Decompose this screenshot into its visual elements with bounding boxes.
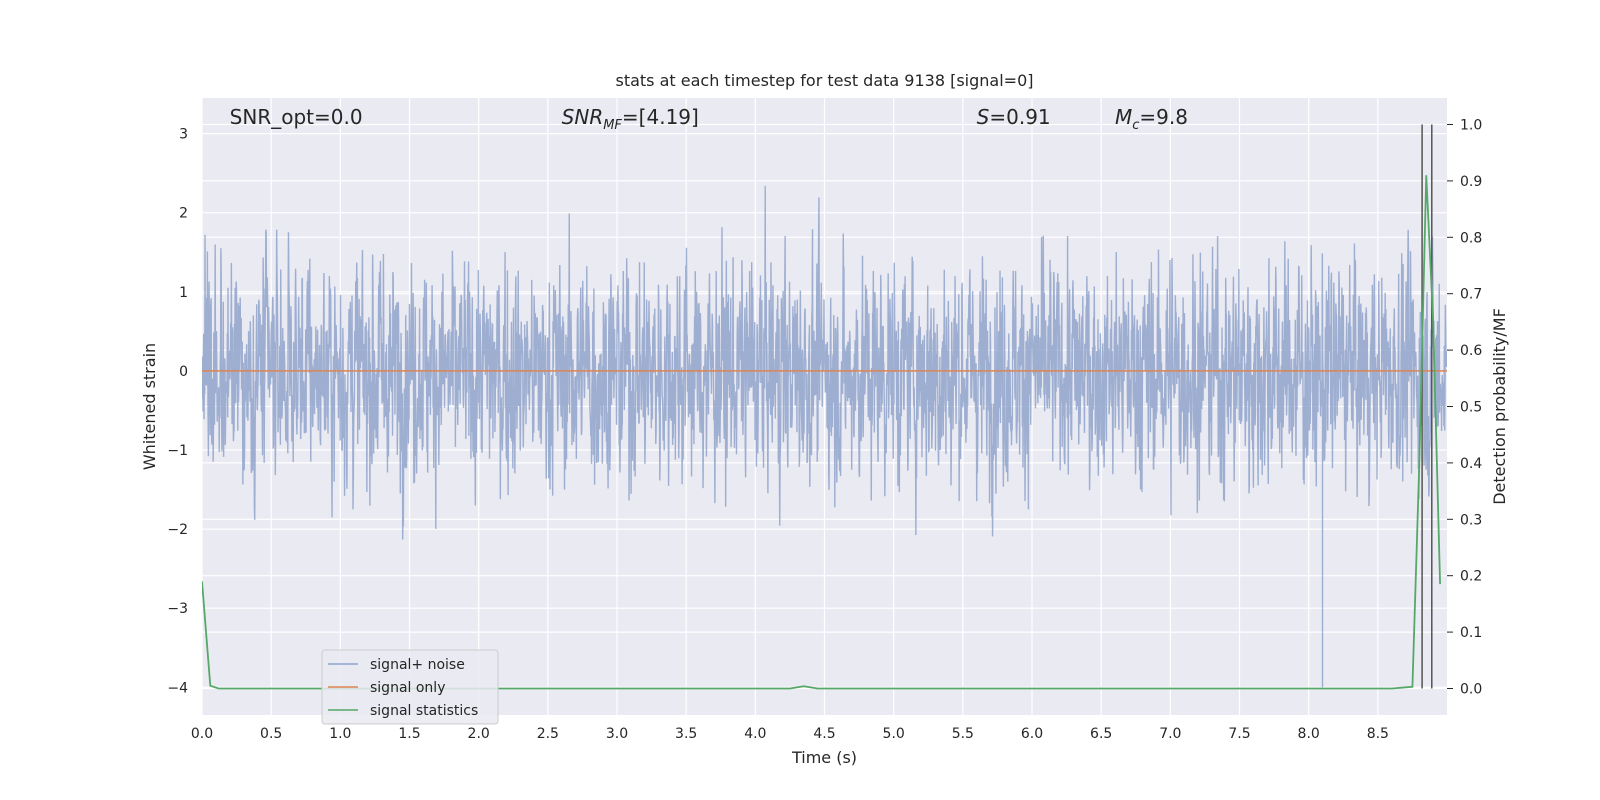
- y-axis-label: Whitened strain: [140, 343, 159, 470]
- x-tick-label: 4.0: [744, 726, 766, 742]
- x-tick-label: 5.0: [883, 726, 905, 742]
- y2-tick-label: 0.6: [1460, 343, 1482, 359]
- y2-axis-ticks: 1.0 0.9 0.8 0.7 0.6 0.5 0.4 0.3 0.2 0.1 0.0: [1447, 118, 1482, 697]
- y2-tick-label: 0.8: [1460, 230, 1482, 246]
- annotation-snr-mf-base: SNR: [562, 105, 604, 129]
- legend: signal+ noise signal only signal statist…: [321, 649, 499, 725]
- annotation-snr-opt: SNR_opt=0.0: [230, 105, 363, 129]
- legend-label-signal-only: signal only: [370, 680, 445, 696]
- x-tick-label: 3.0: [606, 726, 628, 742]
- y-axis-ticks: 3 2 1 0 −1 −2 −3 −4: [167, 127, 188, 697]
- y2-tick-label: 0.7: [1460, 287, 1482, 303]
- y2-tick-label: 0.9: [1460, 174, 1482, 190]
- annotation-snr-mf-sub: MF: [603, 118, 622, 133]
- x-tick-label: 8.5: [1367, 726, 1389, 742]
- x-tick-label: 1.0: [329, 726, 351, 742]
- x-tick-label: 7.0: [1159, 726, 1181, 742]
- x-tick-label: 1.5: [398, 726, 420, 742]
- x-tick-label: 4.5: [813, 726, 835, 742]
- vertical-markers: [1421, 124, 1433, 689]
- x-axis-label: Time (s): [791, 748, 857, 767]
- y2-tick-label: 0.4: [1460, 456, 1482, 472]
- data-layer: [202, 124, 1447, 690]
- legend-label-signal-statistics: signal statistics: [370, 703, 478, 719]
- annotation-snr-mf: SNRMF=[4.19]: [562, 105, 699, 133]
- legend-box: [321, 649, 499, 725]
- chart-title: stats at each timestep for test data 913…: [615, 71, 1033, 90]
- annotation-mc-value: =9.8: [1139, 105, 1188, 129]
- y2-tick-label: 0.2: [1460, 569, 1482, 585]
- annotation-mc: Mc=9.8: [1115, 105, 1188, 133]
- x-tick-label: 2.0: [468, 726, 490, 742]
- y-tick-label: −1: [167, 443, 188, 459]
- y2-tick-label: 0.1: [1460, 625, 1482, 641]
- y2-tick-label: 0.5: [1460, 400, 1482, 416]
- x-axis-ticks: 0.0 0.5 1.0 1.5 2.0 2.5 3.0 3.5 4.0 4.5 5.0 5.5 6.0 6…: [191, 726, 1389, 742]
- annotation-mc-sub: c: [1132, 118, 1139, 133]
- x-tick-label: 6.5: [1090, 726, 1112, 742]
- y2-tick-label: 0.3: [1460, 512, 1482, 528]
- annotation-s-label: S: [977, 105, 990, 129]
- legend-label-signal-noise: signal+ noise: [370, 657, 465, 673]
- x-tick-label: 7.5: [1228, 726, 1250, 742]
- y-tick-label: −3: [167, 601, 188, 617]
- x-tick-label: 2.5: [537, 726, 559, 742]
- y-tick-label: 0: [179, 364, 188, 380]
- y-tick-label: −2: [167, 522, 188, 538]
- signal-noise-series: [202, 185, 1447, 688]
- y-tick-label: 2: [179, 206, 188, 222]
- y-tick-label: 3: [179, 127, 188, 143]
- signal-statistics-series: [202, 175, 1441, 690]
- annotation-snr-mf-value: =[4.19]: [622, 105, 699, 129]
- annotation-s-value: =0.91: [989, 105, 1050, 129]
- x-tick-label: 0.5: [260, 726, 282, 742]
- x-tick-label: 3.5: [675, 726, 697, 742]
- y2-tick-label: 0.0: [1460, 681, 1482, 697]
- y-tick-label: −4: [167, 680, 188, 696]
- y2-tick-label: 1.0: [1460, 118, 1482, 134]
- x-tick-label: 8.0: [1298, 726, 1320, 742]
- y2-axis-label: Detection probability/MF: [1490, 308, 1509, 505]
- x-tick-label: 5.5: [952, 726, 974, 742]
- annotation-s: S=0.91: [977, 105, 1051, 129]
- annotation-mc-base: M: [1115, 105, 1132, 129]
- y-tick-label: 1: [179, 285, 188, 301]
- x-tick-label: 0.0: [191, 726, 213, 742]
- x-tick-label: 6.0: [1021, 726, 1043, 742]
